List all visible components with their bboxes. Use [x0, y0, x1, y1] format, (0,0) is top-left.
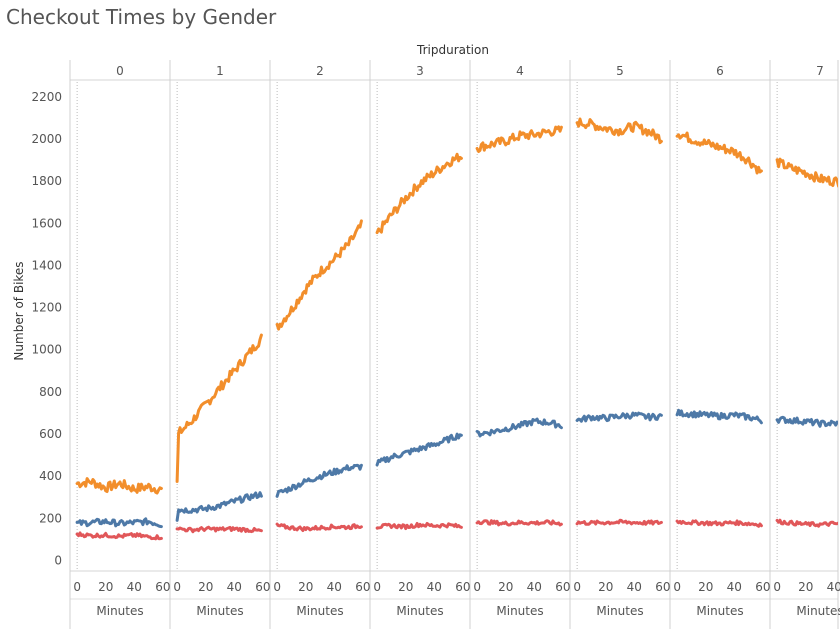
y-axis-label: Number of Bikes — [12, 261, 26, 360]
y-tick-label: 0 — [54, 553, 62, 567]
x-tick-label: 40 — [727, 580, 742, 594]
series-line — [275, 522, 363, 532]
x-tick-label: 60 — [155, 580, 170, 594]
x-tick-label: 20 — [98, 580, 113, 594]
x-tick-label: 20 — [698, 580, 713, 594]
y-tick-label: 1400 — [31, 258, 62, 272]
series-line — [775, 415, 838, 428]
y-tick-label: 1200 — [31, 301, 62, 315]
y-tick-label: 200 — [39, 511, 62, 525]
panel-header-label: 7 — [816, 64, 824, 78]
x-tick-label: 20 — [298, 580, 313, 594]
series-line — [275, 219, 363, 331]
series-line — [475, 417, 563, 438]
series-line — [475, 125, 563, 153]
series-line — [775, 518, 838, 528]
x-tick-label: 0 — [73, 580, 81, 594]
y-tick-label: 2000 — [31, 132, 62, 146]
panel-header-label: 1 — [216, 64, 224, 78]
x-axis-label: Minutes — [96, 604, 143, 618]
series-line — [675, 519, 763, 528]
series-line — [575, 117, 663, 145]
x-axis-label: Minutes — [696, 604, 743, 618]
series-line — [675, 408, 763, 425]
x-axis-label: Minutes — [296, 604, 343, 618]
x-axis-label: Minutes — [496, 604, 543, 618]
x-tick-label: 60 — [255, 580, 270, 594]
x-tick-label: 40 — [327, 580, 342, 594]
x-tick-label: 60 — [655, 580, 670, 594]
series-line — [575, 411, 663, 423]
x-tick-label: 0 — [773, 580, 781, 594]
panel-header-label: 6 — [716, 64, 724, 78]
y-tick-label: 400 — [39, 469, 62, 483]
x-tick-label: 40 — [527, 580, 542, 594]
x-axis-label: Minutes — [596, 604, 643, 618]
x-axis-label: Minutes — [396, 604, 443, 618]
series-line — [475, 519, 563, 527]
series-line — [175, 333, 263, 483]
column-header-label: Tripduration — [416, 43, 489, 57]
x-tick-label: 0 — [173, 580, 181, 594]
series-line — [175, 491, 263, 522]
y-tick-label: 1000 — [31, 343, 62, 357]
x-tick-label: 40 — [427, 580, 442, 594]
series-line — [375, 432, 463, 467]
chart-title: Checkout Times by Gender — [6, 5, 277, 29]
x-tick-label: 60 — [555, 580, 570, 594]
series-line — [275, 463, 363, 498]
x-tick-label: 0 — [573, 580, 581, 594]
panel-header-label: 2 — [316, 64, 324, 78]
x-tick-label: 0 — [373, 580, 381, 594]
x-tick-label: 40 — [627, 580, 642, 594]
x-tick-label: 20 — [198, 580, 213, 594]
series-line — [775, 157, 838, 188]
x-tick-label: 40 — [827, 580, 840, 594]
series-line — [675, 131, 763, 175]
series-line — [375, 522, 463, 531]
series-line — [75, 477, 163, 495]
x-tick-label: 0 — [673, 580, 681, 594]
panel-header-label: 3 — [416, 64, 424, 78]
y-tick-label: 600 — [39, 427, 62, 441]
panel-header-label: 4 — [516, 64, 524, 78]
x-tick-label: 40 — [127, 580, 142, 594]
x-tick-label: 20 — [598, 580, 613, 594]
x-tick-label: 0 — [273, 580, 281, 594]
panel-header-label: 5 — [616, 64, 624, 78]
y-tick-label: 1800 — [31, 174, 62, 188]
x-tick-label: 60 — [755, 580, 770, 594]
series-line — [75, 531, 163, 541]
x-tick-label: 20 — [398, 580, 413, 594]
y-tick-label: 1600 — [31, 216, 62, 230]
y-tick-label: 2200 — [31, 90, 62, 104]
series-line — [175, 525, 263, 534]
x-axis-label: Minutes — [196, 604, 243, 618]
series-line — [375, 152, 463, 235]
y-tick-label: 800 — [39, 385, 62, 399]
x-tick-label: 40 — [227, 580, 242, 594]
x-tick-label: 60 — [355, 580, 370, 594]
x-axis-label: Minutes — [796, 604, 840, 618]
panel-header-label: 0 — [116, 64, 124, 78]
series-line — [575, 518, 663, 526]
x-tick-label: 0 — [473, 580, 481, 594]
x-tick-label: 20 — [798, 580, 813, 594]
series-line — [75, 517, 163, 529]
x-tick-label: 20 — [498, 580, 513, 594]
x-tick-label: 60 — [455, 580, 470, 594]
